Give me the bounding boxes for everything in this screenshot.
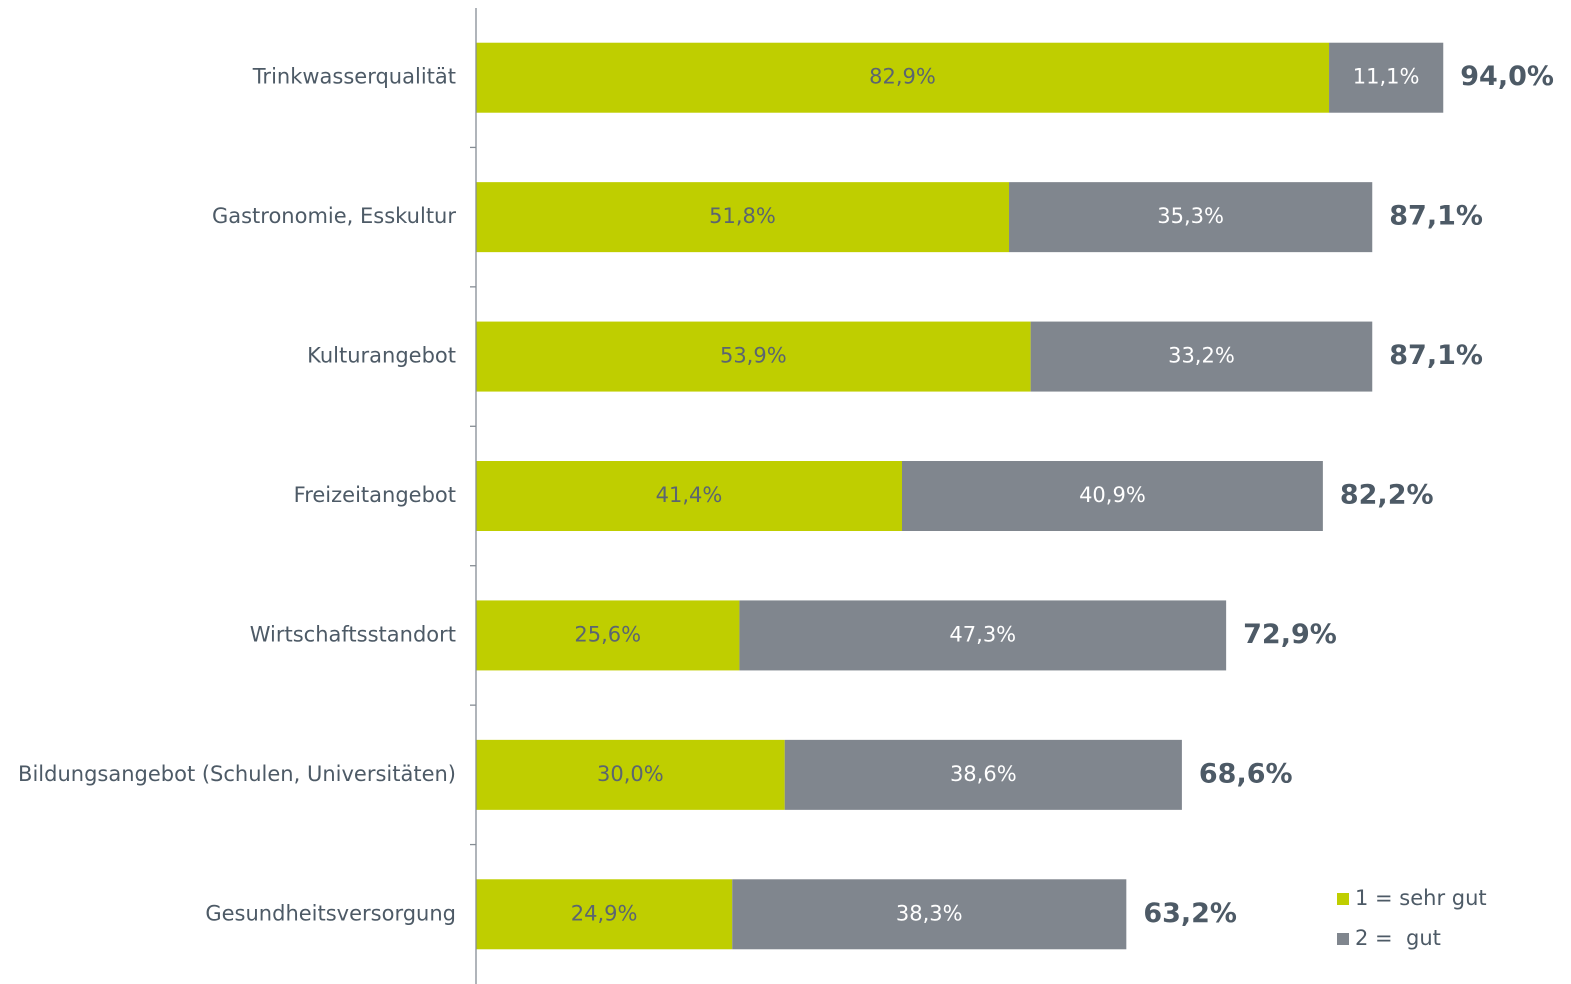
bar-segment — [476, 461, 903, 531]
category-label: Gesundheitsversorgung — [205, 901, 456, 925]
legend-swatch — [1337, 933, 1349, 945]
bar-segment — [739, 600, 1227, 671]
bar-segment — [476, 182, 1010, 253]
bar-segment — [732, 879, 1127, 950]
value-label: 30,0% — [597, 762, 664, 786]
total-label: 87,1% — [1389, 340, 1483, 371]
category-label: Freizeitangebot — [294, 483, 456, 507]
value-label: 53,9% — [720, 344, 787, 368]
bar-segment — [476, 42, 1330, 113]
total-label: 72,9% — [1243, 619, 1337, 650]
bar-segment — [476, 879, 733, 950]
bar-segment — [784, 739, 1182, 810]
bar-segment — [902, 461, 1323, 531]
value-label: 38,6% — [950, 762, 1017, 786]
bar-segment — [1329, 42, 1444, 113]
value-label: 24,9% — [571, 901, 638, 925]
value-label: 11,1% — [1353, 65, 1420, 89]
total-label: 82,2% — [1340, 480, 1434, 511]
category-label: Kulturangebot — [307, 344, 456, 368]
value-label: 51,8% — [709, 204, 776, 228]
bar-segment — [476, 321, 1031, 392]
total-label: 87,1% — [1389, 201, 1483, 232]
bar-segment — [476, 600, 740, 671]
value-label: 82,9% — [869, 65, 936, 89]
legend-label: 2 = gut — [1355, 926, 1441, 950]
bar-segment — [1009, 182, 1373, 253]
value-label: 38,3% — [896, 901, 963, 925]
value-label: 25,6% — [574, 622, 641, 646]
value-label: 33,2% — [1168, 344, 1235, 368]
category-label: Trinkwasserqualität — [252, 65, 456, 89]
value-label: 47,3% — [949, 622, 1016, 646]
bar-segment — [1030, 321, 1373, 392]
total-label: 68,6% — [1199, 758, 1293, 789]
bar-segment — [476, 739, 785, 810]
total-label: 63,2% — [1143, 898, 1237, 929]
value-label: 40,9% — [1079, 483, 1146, 507]
legend-label: 1 = sehr gut — [1355, 886, 1487, 910]
category-label: Wirtschaftsstandort — [250, 622, 456, 646]
category-label: Gastronomie, Esskultur — [212, 204, 456, 228]
value-label: 35,3% — [1157, 204, 1224, 228]
total-label: 94,0% — [1460, 61, 1554, 92]
category-label: Bildungsangebot (Schulen, Universitäten) — [18, 762, 456, 786]
legend-swatch — [1337, 893, 1349, 905]
value-label: 41,4% — [656, 483, 723, 507]
